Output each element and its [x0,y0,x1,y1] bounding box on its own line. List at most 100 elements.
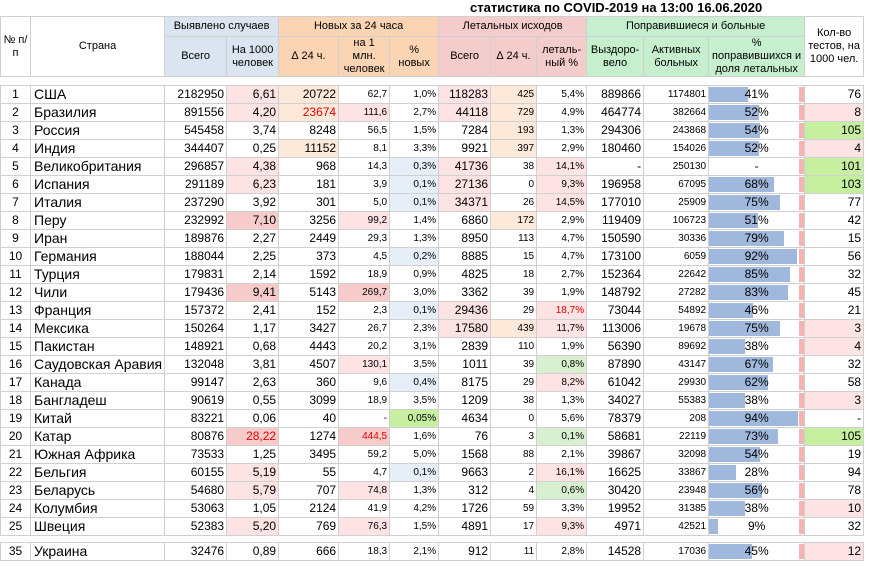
lethal-share-bar [799,447,804,462]
deaths-delta: 26 [490,193,538,212]
deaths-total: 118283 [438,85,492,104]
detected-per1000: 7,10 [226,211,280,230]
deaths-delta: 39 [490,355,538,374]
tests-per1000: 56 [804,247,865,266]
detected-total: 891556 [164,103,228,122]
recovered-share-text: 9% [747,519,766,533]
detected-per1000: 2,27 [226,229,280,248]
country-name: Иран [29,229,166,248]
row-number: 16 [0,355,31,374]
deaths-delta: 425 [490,85,538,104]
deaths-delta: 29 [490,301,538,320]
detected-per1000: 2,63 [226,373,280,392]
table-row: 25 Швеция 52383 5,20 769 76,3 1,5% 4891 17 9,3% 49… [0,517,865,536]
new-delta: 373 [278,247,340,266]
tests-per1000: 94 [804,463,865,482]
tests-per1000: 101 [804,157,865,176]
table-row: 13 Франция 157372 2,41 152 2,3 0,1% 29436 29 18,7… [0,301,865,320]
new-delta: 11152 [278,139,340,158]
new-pct: 3,5% [389,391,440,410]
detected-per1000: 5,19 [226,463,280,482]
deaths-total: 7284 [438,121,492,140]
page-title: статистика по COVID-2019 на 13:00 16.06.… [470,0,763,15]
recovered-share: 85% [708,265,806,284]
recovered-share-text: 52% [744,105,769,119]
recovered-share: 54% [708,445,806,464]
header-rec-share: % поправившихся и доля летальных [708,36,806,77]
active-count: 29930 [643,373,710,392]
deaths-delta: 193 [490,121,538,140]
lethal-share-bar [799,411,804,426]
recovered-share-text: 92% [744,249,769,263]
active-count: 67095 [643,175,710,194]
country-name: Пакистан [29,337,166,356]
active-count: 22119 [643,427,710,446]
deaths-total: 8175 [438,373,492,392]
new-delta: 8248 [278,121,340,140]
recovered-share: 38% [708,337,806,356]
deaths-delta: 39 [490,283,538,302]
new-pct: 0,9% [389,265,440,284]
table-row: 16 Саудовская Аравия 132048 3,81 4507 130,1 3,… [0,355,865,374]
tests-per1000: 58 [804,373,865,392]
deaths-total: 29436 [438,301,492,320]
detected-total: 132048 [164,355,228,374]
new-pct: 1,6% [389,427,440,446]
active-count: 33867 [643,463,710,482]
detected-per1000: 1,05 [226,499,280,518]
country-name: Перу [29,211,166,230]
active-count: 17036 [643,542,710,561]
lethal-share-bar [799,87,804,102]
recovered-bar [709,249,797,264]
detected-per1000: 0,89 [226,542,280,561]
deaths-pct: 11,7% [536,319,588,338]
new-pct: 3,5% [389,355,440,374]
deaths-total: 8950 [438,229,492,248]
lethal-share-bar [799,123,804,138]
recovered-bar [709,465,736,480]
row-number: 20 [0,427,31,446]
deaths-pct: 0,1% [536,427,588,446]
new-per1m: - [338,409,391,428]
recovered-total: 73044 [586,301,645,320]
country-name: Колумбия [29,499,166,518]
deaths-delta: 4 [490,481,538,500]
country-name: Италия [29,193,166,212]
deaths-pct: 2,9% [536,139,588,158]
deaths-total: 27136 [438,175,492,194]
recovered-share-text: 83% [744,285,769,299]
deaths-delta: 15 [490,247,538,266]
detected-total: 344407 [164,139,228,158]
header-recovered-total: Выздоро-вело [586,36,645,77]
country-name: Турция [29,265,166,284]
deaths-pct: 14,1% [536,157,588,176]
new-per1m: 59,2 [338,445,391,464]
active-count: 1174801 [643,85,710,104]
detected-total: 2182950 [164,85,228,104]
lethal-share-bar [799,285,804,300]
lethal-share-bar [799,105,804,120]
tests-per1000: 105 [804,427,865,446]
deaths-pct: 3,3% [536,499,588,518]
new-per1m: 130,1 [338,355,391,374]
active-count: 55383 [643,391,710,410]
recovered-total: 39867 [586,445,645,464]
row-number: 2 [0,103,31,122]
new-per1m: 111,6 [338,103,391,122]
recovered-total: 464774 [586,103,645,122]
new-delta: 20722 [278,85,340,104]
active-count: 54892 [643,301,710,320]
table-row: 9 Иран 189876 2,27 2449 29,3 1,3% 8950 113 4,7% 15… [0,229,865,248]
tests-per1000: 10 [804,499,865,518]
detected-per1000: 5,79 [226,481,280,500]
table-row: 12 Чили 179436 9,41 5143 269,7 3,0% 3362 39 1,9% 1… [0,283,865,302]
country-name: Канада [29,373,166,392]
country-name: Испания [29,175,166,194]
new-per1m: 269,7 [338,283,391,302]
recovered-share: 75% [708,319,806,338]
recovered-total: 56390 [586,337,645,356]
new-per1m: 5,0 [338,193,391,212]
recovered-total: 78379 [586,409,645,428]
row-number: 11 [0,265,31,284]
deaths-delta: 397 [490,139,538,158]
